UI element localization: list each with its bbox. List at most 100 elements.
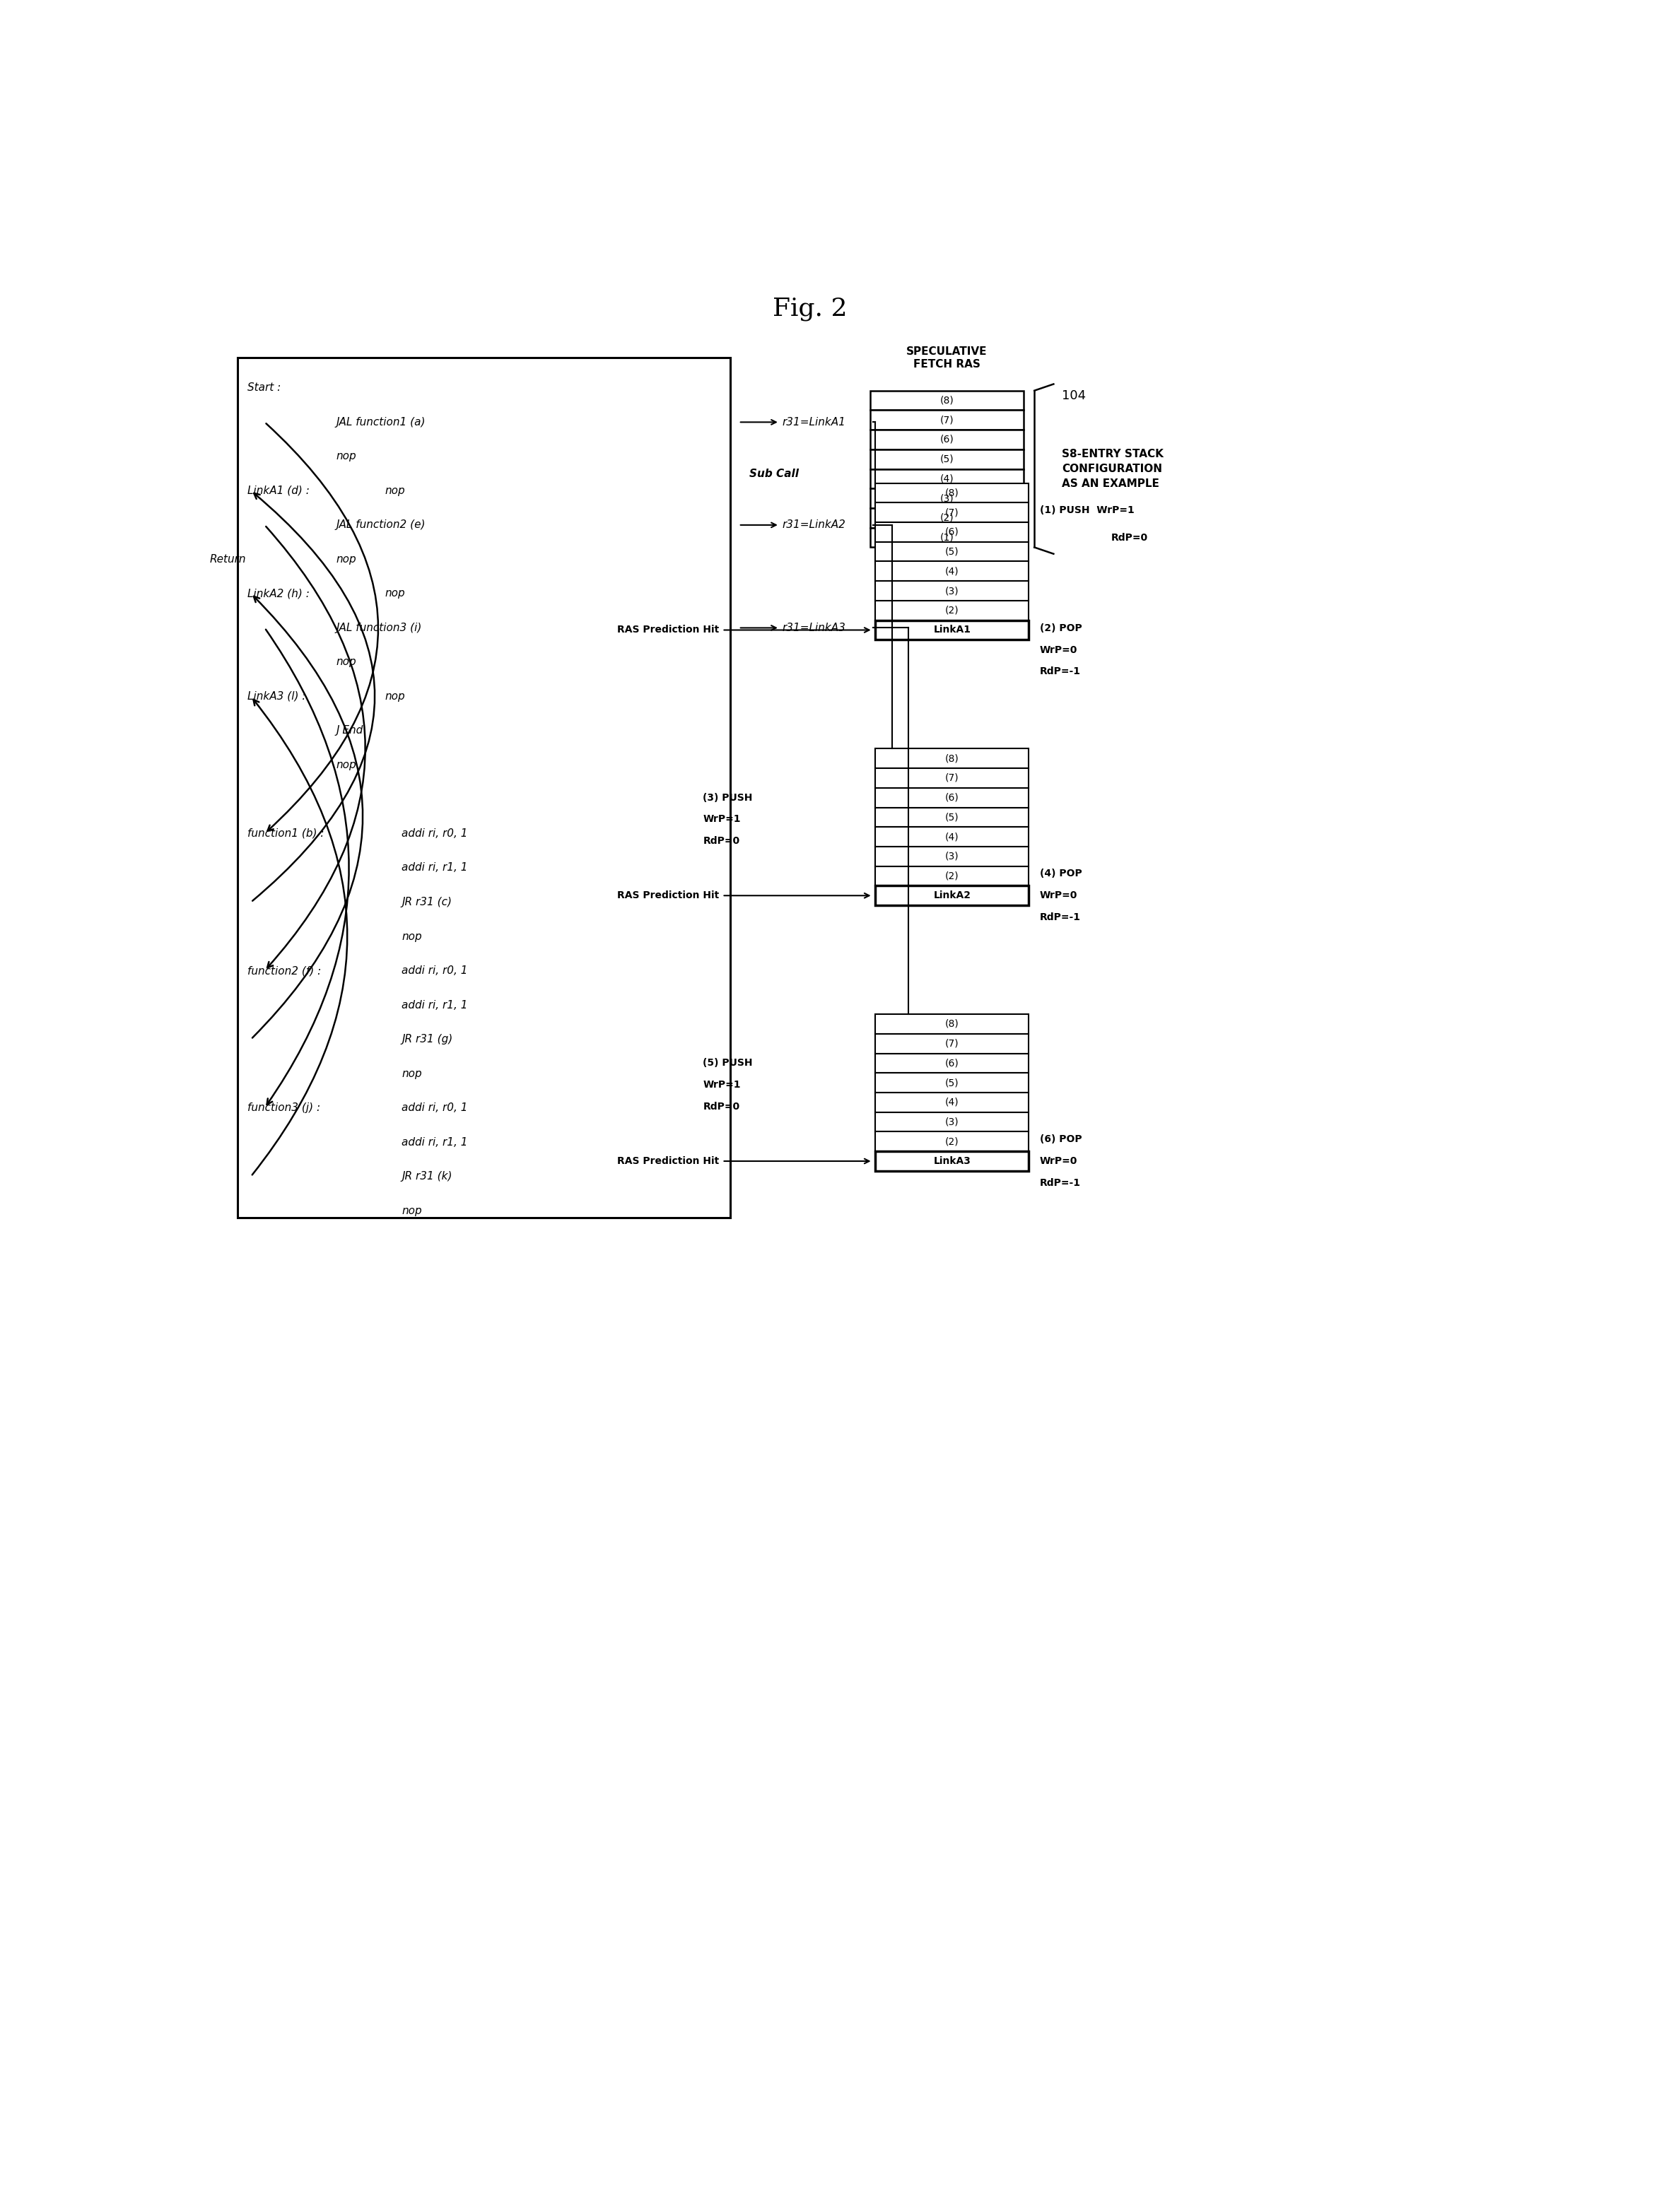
Text: (4) POP: (4) POP xyxy=(1041,869,1082,878)
Text: LinkA1 (d) :: LinkA1 (d) : xyxy=(247,484,310,495)
Bar xyxy=(875,847,1029,867)
Text: nop: nop xyxy=(384,690,406,701)
Text: (4): (4) xyxy=(940,473,954,484)
Text: (3): (3) xyxy=(940,493,954,504)
Text: nop: nop xyxy=(384,484,406,495)
Text: (3) PUSH: (3) PUSH xyxy=(703,792,752,803)
Text: (7): (7) xyxy=(944,507,959,518)
Text: LinkA3 (l) :: LinkA3 (l) : xyxy=(247,690,305,701)
Text: S8-ENTRY STACK
CONFIGURATION
AS AN EXAMPLE: S8-ENTRY STACK CONFIGURATION AS AN EXAMP… xyxy=(1062,449,1163,489)
Text: JAL function1 (a): JAL function1 (a) xyxy=(336,416,426,427)
Bar xyxy=(875,582,1029,602)
Text: addi ri, r0, 1: addi ri, r0, 1 xyxy=(401,964,467,975)
Bar xyxy=(875,542,1029,562)
Text: RAS Prediction Hit: RAS Prediction Hit xyxy=(618,626,719,635)
Text: RdP=0: RdP=0 xyxy=(703,1102,739,1113)
Text: RdP=-1: RdP=-1 xyxy=(1041,911,1080,922)
Text: JR r31 (k): JR r31 (k) xyxy=(401,1170,452,1181)
Text: JR r31 (g): JR r31 (g) xyxy=(401,1033,452,1044)
Text: (4): (4) xyxy=(944,1097,959,1108)
Text: (8): (8) xyxy=(944,489,959,498)
Text: function3 (j) :: function3 (j) : xyxy=(247,1102,320,1113)
Text: nop: nop xyxy=(401,1206,423,1217)
Bar xyxy=(875,502,1029,522)
Text: addi ri, r1, 1: addi ri, r1, 1 xyxy=(401,863,467,874)
Text: (5): (5) xyxy=(944,1077,959,1088)
Text: nop: nop xyxy=(336,553,356,564)
Text: addi ri, r1, 1: addi ri, r1, 1 xyxy=(401,1137,467,1148)
Bar xyxy=(875,748,1029,768)
Text: (6): (6) xyxy=(944,526,959,538)
Text: (5) PUSH: (5) PUSH xyxy=(703,1057,752,1068)
Text: RdP=0: RdP=0 xyxy=(703,836,739,847)
Text: function1 (b) :: function1 (b) : xyxy=(247,827,323,838)
Text: (2): (2) xyxy=(944,1137,959,1146)
Text: RAS Prediction Hit: RAS Prediction Hit xyxy=(618,891,719,900)
Bar xyxy=(870,392,1024,409)
Text: (6): (6) xyxy=(944,1057,959,1068)
Text: (5): (5) xyxy=(940,453,954,465)
Text: (7): (7) xyxy=(944,1040,959,1048)
Text: SPECULATIVE
FETCH RAS: SPECULATIVE FETCH RAS xyxy=(906,347,988,369)
Text: (2): (2) xyxy=(944,872,959,880)
Text: JAL function3 (i): JAL function3 (i) xyxy=(336,622,421,633)
Text: (6) POP: (6) POP xyxy=(1041,1135,1082,1144)
Text: JR r31 (c): JR r31 (c) xyxy=(401,896,452,907)
Text: (4): (4) xyxy=(944,566,959,575)
Text: (5): (5) xyxy=(944,546,959,557)
Text: (6): (6) xyxy=(944,792,959,803)
Text: Return: Return xyxy=(210,553,247,564)
Text: J End: J End xyxy=(336,726,363,737)
Bar xyxy=(875,562,1029,582)
Text: (5): (5) xyxy=(944,812,959,823)
Text: WrP=0: WrP=0 xyxy=(1041,646,1077,655)
Text: (1): (1) xyxy=(940,533,954,542)
Text: (1) PUSH  WrP=1: (1) PUSH WrP=1 xyxy=(1041,504,1135,515)
Text: WrP=1: WrP=1 xyxy=(703,814,741,825)
Text: Fig. 2: Fig. 2 xyxy=(772,296,847,321)
Text: (4): (4) xyxy=(944,832,959,843)
Text: (3): (3) xyxy=(944,1117,959,1126)
Text: LinkA2 (h) :: LinkA2 (h) : xyxy=(247,588,310,599)
Text: Start :: Start : xyxy=(247,383,280,394)
Bar xyxy=(875,885,1029,905)
Text: (2) POP: (2) POP xyxy=(1041,624,1082,633)
Bar xyxy=(875,827,1029,847)
Bar xyxy=(870,529,1024,546)
Text: addi ri, r0, 1: addi ri, r0, 1 xyxy=(401,1102,467,1113)
Bar xyxy=(875,1113,1029,1133)
Text: addi ri, r1, 1: addi ri, r1, 1 xyxy=(401,1000,467,1011)
Text: RdP=-1: RdP=-1 xyxy=(1041,1179,1080,1188)
Text: nop: nop xyxy=(401,931,423,942)
Text: (3): (3) xyxy=(944,852,959,860)
Text: RdP=-1: RdP=-1 xyxy=(1041,666,1080,677)
Text: (8): (8) xyxy=(944,1020,959,1029)
Bar xyxy=(875,602,1029,619)
Text: (7): (7) xyxy=(940,416,954,425)
Text: RdP=0: RdP=0 xyxy=(1112,533,1148,542)
Text: LinkA1: LinkA1 xyxy=(933,626,971,635)
Text: (6): (6) xyxy=(940,434,954,445)
Text: 104: 104 xyxy=(1062,389,1085,403)
Text: LinkA2: LinkA2 xyxy=(933,891,971,900)
Text: (2): (2) xyxy=(944,606,959,615)
Bar xyxy=(870,449,1024,469)
Bar xyxy=(875,1133,1029,1150)
Text: WrP=0: WrP=0 xyxy=(1041,891,1077,900)
Bar xyxy=(875,1093,1029,1113)
Bar xyxy=(875,522,1029,542)
Text: nop: nop xyxy=(336,759,356,770)
Text: function2 (f) :: function2 (f) : xyxy=(247,964,321,975)
Text: (8): (8) xyxy=(940,396,954,405)
Bar xyxy=(870,429,1024,449)
Bar xyxy=(237,358,731,1219)
Bar xyxy=(870,489,1024,509)
Text: RAS Prediction Hit: RAS Prediction Hit xyxy=(618,1157,719,1166)
Text: WrP=0: WrP=0 xyxy=(1041,1157,1077,1166)
Bar xyxy=(875,619,1029,639)
Bar xyxy=(875,867,1029,885)
Text: (7): (7) xyxy=(944,774,959,783)
Text: r31=LinkA3: r31=LinkA3 xyxy=(782,622,847,633)
Text: Sub Call: Sub Call xyxy=(749,469,799,478)
Text: nop: nop xyxy=(336,657,356,668)
